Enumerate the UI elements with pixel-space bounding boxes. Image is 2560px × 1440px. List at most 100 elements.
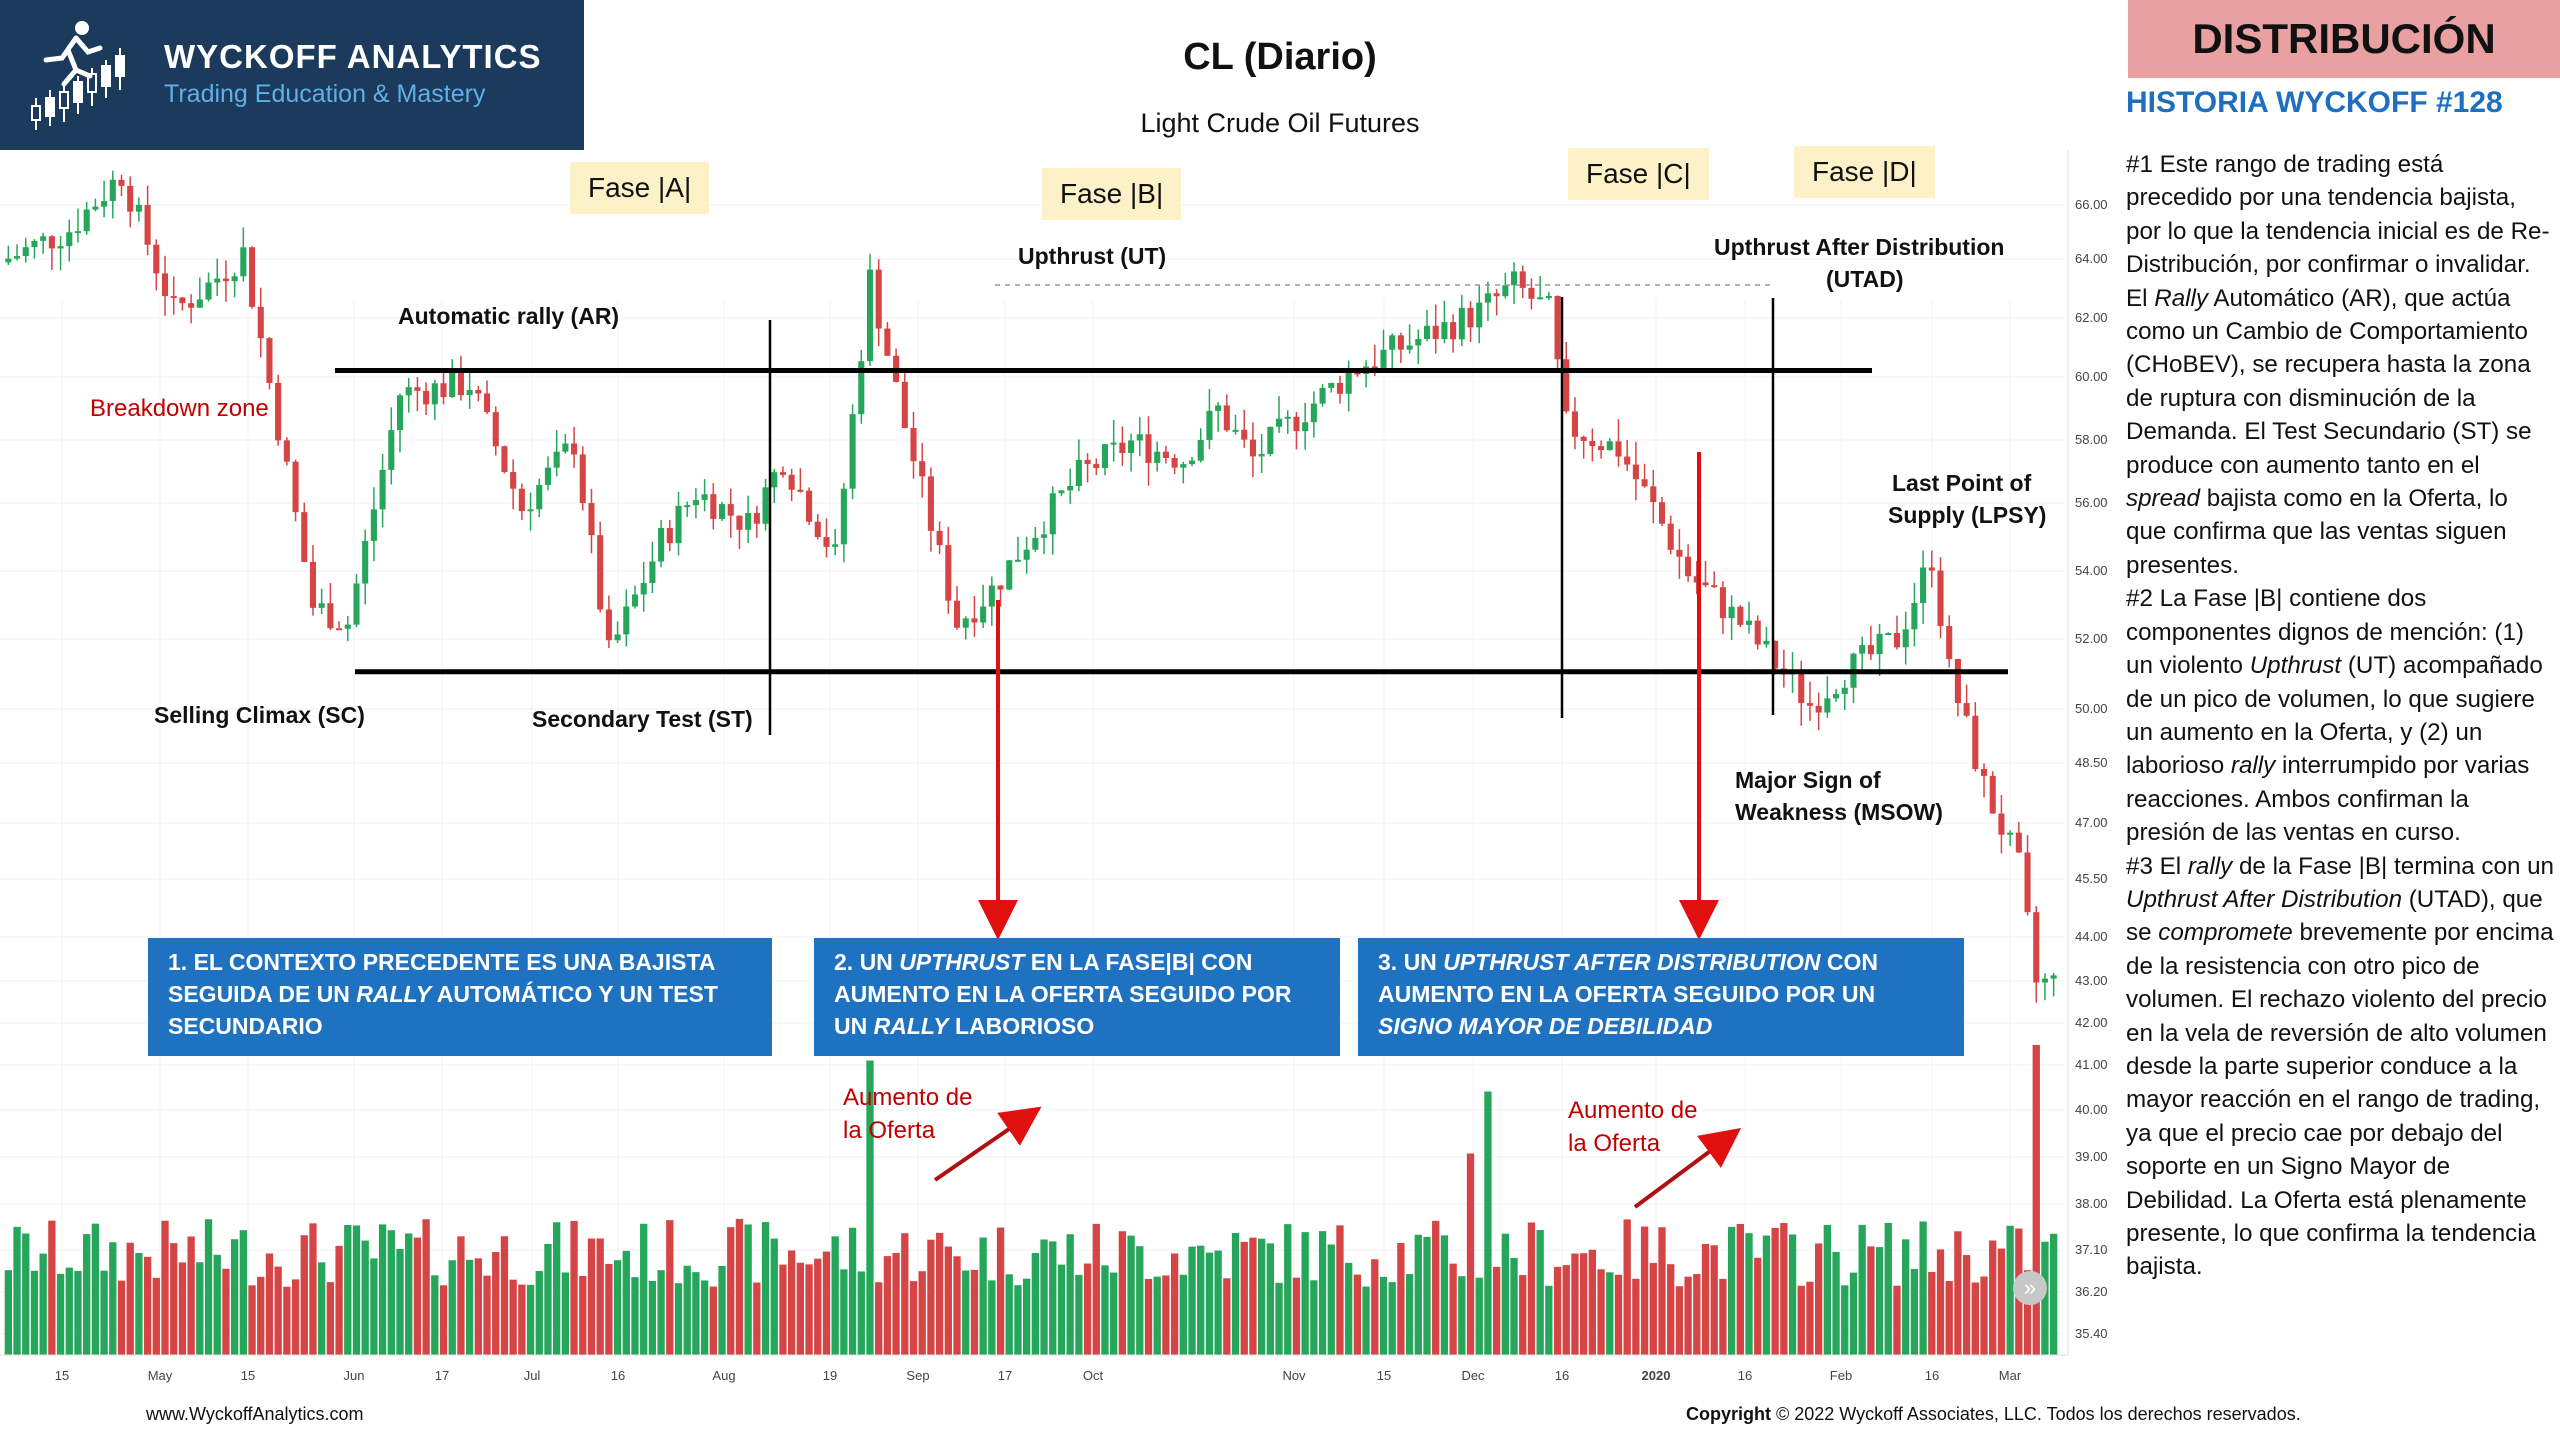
candle-body	[806, 490, 813, 522]
volume-bar	[1127, 1235, 1135, 1355]
candle-body	[1206, 410, 1213, 440]
candle-body	[1328, 382, 1335, 388]
candle-body	[1580, 436, 1587, 441]
volume-bar	[840, 1269, 848, 1355]
candle-body	[1397, 335, 1404, 350]
candle-body	[1136, 434, 1143, 441]
volume-bar	[1684, 1276, 1692, 1355]
candle-body	[83, 209, 90, 232]
volume-bar	[1014, 1285, 1022, 1355]
volume-bar	[822, 1251, 831, 1355]
candle-body	[2041, 978, 2048, 983]
candle-body	[257, 306, 264, 339]
volume-bar	[788, 1250, 796, 1355]
volume-bar	[335, 1245, 343, 1355]
candle-body	[1180, 464, 1187, 468]
volume-bar	[1693, 1274, 1701, 1355]
candle-body	[1545, 295, 1552, 298]
volume-bar	[1049, 1241, 1057, 1355]
candle-body	[666, 528, 673, 544]
y-tick-label: 60.00	[2075, 369, 2108, 384]
candle-body	[362, 540, 369, 584]
volume-bar	[1849, 1272, 1858, 1355]
candle-body	[135, 204, 142, 212]
volume-bar	[1719, 1278, 1727, 1355]
volume-bar	[1553, 1266, 1562, 1355]
x-tick-label: 17	[998, 1368, 1012, 1383]
scroll-right-button[interactable]: »	[2013, 1271, 2047, 1305]
volume-bar	[970, 1269, 979, 1355]
volume-bar	[744, 1224, 752, 1355]
candle-body	[1911, 602, 1918, 630]
candle-body	[1354, 372, 1361, 375]
volume-bar	[622, 1250, 630, 1355]
volume-bar	[1092, 1223, 1100, 1355]
candle-body	[971, 618, 978, 623]
utad-label-line2: (UTAD)	[1826, 266, 1904, 292]
candle-body	[1302, 422, 1309, 432]
candle-body	[214, 278, 221, 283]
volume-bar	[988, 1280, 996, 1355]
candle-body	[266, 338, 273, 383]
candle-body	[283, 440, 290, 462]
volume-bar	[666, 1220, 674, 1355]
x-tick-label: 15	[241, 1368, 255, 1383]
candle-body	[1859, 645, 1866, 654]
volume-bar	[135, 1252, 143, 1355]
candle-body	[1754, 620, 1761, 645]
candle-body	[196, 299, 203, 308]
candle-body	[562, 443, 569, 452]
volume-bar	[352, 1225, 361, 1355]
volume-bar	[1301, 1232, 1309, 1355]
x-tick-label: Dec	[1461, 1368, 1485, 1383]
volume-bar	[422, 1219, 430, 1355]
volume-bar	[1710, 1245, 1718, 1355]
volume-bars	[4, 1045, 2058, 1355]
candle-body	[988, 585, 995, 607]
candle-body	[701, 494, 708, 501]
candle-body	[483, 393, 491, 413]
candle-body	[492, 412, 499, 447]
volume-bar	[596, 1238, 604, 1355]
candle-body	[231, 276, 238, 282]
volume-bar	[1562, 1265, 1570, 1355]
candle-body	[745, 512, 752, 530]
candle-body	[1554, 295, 1561, 360]
x-tick-label: Nov	[1282, 1368, 1306, 1383]
candle-body	[275, 382, 282, 441]
candle-body	[762, 487, 769, 524]
candle-body	[1293, 416, 1300, 432]
volume-bar	[500, 1236, 509, 1355]
candle-body	[92, 206, 99, 210]
candle-body	[640, 582, 647, 595]
phase-a-label: Fase |A|	[570, 162, 710, 214]
volume-bar	[1484, 1091, 1492, 1355]
volume-bar	[1266, 1243, 1274, 1355]
candle-body	[1110, 442, 1117, 445]
lpsy-label-line1: Last Point of	[1892, 470, 2032, 496]
candle-body	[501, 446, 508, 473]
candle-body	[318, 603, 325, 608]
candle-body	[1162, 451, 1169, 458]
candle-body	[588, 503, 595, 536]
volume-bar	[796, 1262, 805, 1355]
volume-bar	[1040, 1239, 1048, 1355]
candle-body	[1824, 698, 1831, 713]
candle-body	[396, 395, 404, 431]
candle-body	[1249, 439, 1256, 457]
candle-body	[475, 389, 482, 394]
candle-body	[527, 509, 534, 512]
logo: WYCKOFF ANALYTICS Trading Education & Ma…	[0, 0, 584, 150]
volume-bar	[1780, 1223, 1788, 1355]
candle-body	[1014, 559, 1021, 562]
candle-body	[1841, 687, 1848, 694]
candle-body	[40, 236, 47, 241]
supply-increase-label-1b: la Oferta	[843, 1117, 936, 1144]
volume-bar	[674, 1283, 683, 1355]
chart-subtitle: Light Crude Oil Futures	[1140, 108, 1420, 138]
candle-body	[1885, 633, 1892, 636]
candle-body	[1667, 523, 1674, 550]
candle-body	[1345, 372, 1352, 394]
volume-bar	[1170, 1253, 1179, 1355]
candle-body	[953, 600, 961, 628]
